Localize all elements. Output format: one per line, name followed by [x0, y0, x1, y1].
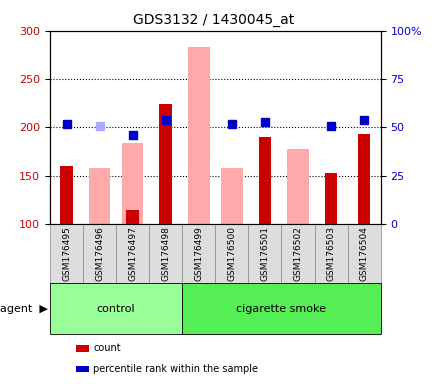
FancyBboxPatch shape — [182, 224, 215, 283]
FancyBboxPatch shape — [50, 283, 182, 334]
Bar — [89, 168, 110, 224]
Text: GSM176496: GSM176496 — [95, 226, 104, 281]
Bar — [60, 166, 72, 224]
Bar — [122, 143, 143, 224]
FancyBboxPatch shape — [149, 224, 182, 283]
Bar — [286, 149, 308, 224]
FancyBboxPatch shape — [215, 224, 248, 283]
Bar — [76, 366, 89, 372]
FancyBboxPatch shape — [248, 224, 281, 283]
Text: agent  ▶: agent ▶ — [0, 304, 48, 314]
Text: GSM176501: GSM176501 — [260, 226, 269, 281]
Text: GDS3132 / 1430045_at: GDS3132 / 1430045_at — [132, 13, 293, 27]
Bar — [357, 134, 369, 224]
FancyBboxPatch shape — [116, 224, 149, 283]
Text: percentile rank within the sample: percentile rank within the sample — [93, 364, 257, 374]
FancyBboxPatch shape — [50, 224, 83, 283]
Text: control: control — [97, 304, 135, 314]
Bar — [159, 104, 171, 224]
Bar — [187, 47, 209, 224]
FancyBboxPatch shape — [314, 224, 347, 283]
FancyBboxPatch shape — [281, 224, 314, 283]
Text: GSM176500: GSM176500 — [227, 226, 236, 281]
Bar — [220, 168, 242, 224]
Text: GSM176497: GSM176497 — [128, 226, 137, 281]
Bar — [324, 173, 336, 224]
Text: cigarette smoke: cigarette smoke — [236, 304, 326, 314]
FancyBboxPatch shape — [83, 224, 116, 283]
Bar — [76, 345, 89, 352]
FancyBboxPatch shape — [182, 283, 380, 334]
Text: GSM176504: GSM176504 — [359, 226, 368, 281]
Text: GSM176503: GSM176503 — [326, 226, 335, 281]
Bar — [126, 210, 138, 224]
Text: GSM176502: GSM176502 — [293, 226, 302, 281]
Text: count: count — [93, 343, 120, 353]
FancyBboxPatch shape — [347, 224, 380, 283]
Bar — [258, 137, 270, 224]
Text: GSM176498: GSM176498 — [161, 226, 170, 281]
Text: GSM176495: GSM176495 — [62, 226, 71, 281]
Text: GSM176499: GSM176499 — [194, 226, 203, 281]
